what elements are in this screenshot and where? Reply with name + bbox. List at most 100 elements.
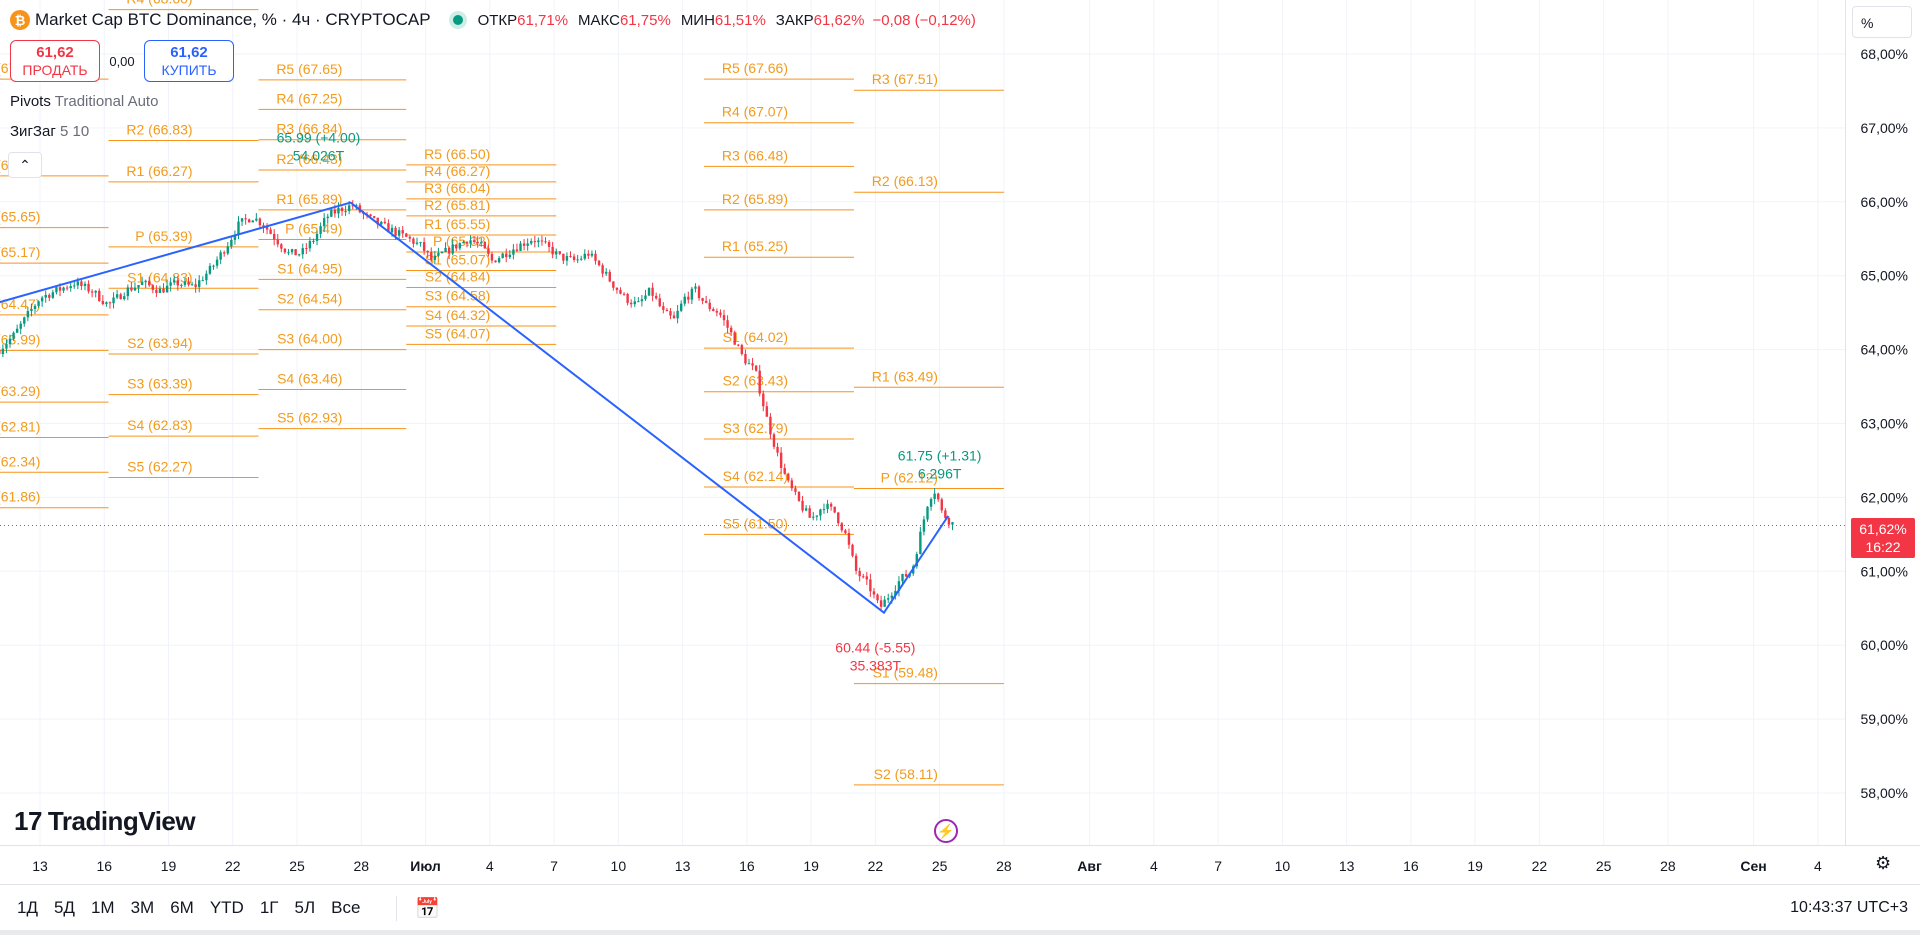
candle-body <box>258 218 262 226</box>
range-5y[interactable]: 5Л <box>294 898 316 917</box>
candle-body <box>887 598 890 600</box>
candle-body <box>297 254 301 256</box>
pivot-level-label: R2 (65.89) <box>722 191 788 207</box>
candle-body <box>797 491 801 501</box>
candle-body <box>562 253 565 261</box>
time-tick-label: 16 <box>1403 858 1419 874</box>
candle-body <box>483 242 487 249</box>
price-tick-label: 59,00% <box>1861 711 1908 727</box>
change-value: −0,08 (−0,12%) <box>872 11 976 29</box>
zigzag-volume-label: 54.026T <box>293 148 345 164</box>
candle-body <box>437 252 440 256</box>
candle-body <box>344 211 347 213</box>
range-3m[interactable]: 3М <box>130 898 155 917</box>
candle-body <box>744 354 747 364</box>
candle-body <box>522 243 526 246</box>
pivot-level-label: R1 (66.27) <box>126 163 192 179</box>
candle-body <box>8 338 12 345</box>
range-1d[interactable]: 1Д <box>17 898 38 917</box>
range-all[interactable]: Все <box>331 898 361 917</box>
candle-body <box>315 233 319 241</box>
pivot-level-label: R2 (66.43) <box>276 151 342 167</box>
candle-body <box>715 310 719 313</box>
pivot-level-label: P (62.12) <box>881 470 938 486</box>
candle-body <box>126 287 130 297</box>
candle-body <box>933 493 936 499</box>
candle-body <box>401 230 404 234</box>
candle-body <box>544 241 547 243</box>
candle-body <box>772 434 776 447</box>
indicator-zigzag[interactable]: ЗигЗаг 5 10 <box>10 123 89 140</box>
price-unit-selector[interactable]: % <box>1852 6 1912 38</box>
pivot-level-label: S5 (64.07) <box>425 325 490 341</box>
ohlc-values: ОТКР 61,71% МАКС 61,75% МИН 61,51% ЗАКР 61,6… <box>478 12 976 29</box>
chevron-up-icon: ⌃ <box>19 156 31 173</box>
pivot-level-label: S4 (64.32) <box>425 307 490 323</box>
calendar-range-icon[interactable]: 📅 <box>396 895 440 921</box>
candle-body <box>430 252 433 260</box>
market-status-icon[interactable] <box>452 15 463 25</box>
candle-body <box>619 289 622 294</box>
range-1m[interactable]: 1М <box>90 898 115 917</box>
pivot-level-label: R2 (66.13) <box>872 173 938 189</box>
candle-body <box>919 531 922 555</box>
pivot-level-label: R4 (67.25) <box>276 90 342 106</box>
candle-body <box>94 290 97 293</box>
candle-body <box>469 240 472 244</box>
time-tick-label: 22 <box>225 858 241 874</box>
range-ytd[interactable]: YTD <box>209 898 244 917</box>
buy-price: 61,62 <box>170 44 208 62</box>
candle-body <box>940 499 943 511</box>
candle-body <box>804 508 808 511</box>
candle-body <box>133 287 137 291</box>
candle-body <box>198 280 201 287</box>
candle-body <box>162 288 165 293</box>
gear-icon[interactable]: ⚙ <box>1875 853 1892 873</box>
high-label: МАКС <box>578 11 620 29</box>
candle-body <box>783 467 786 474</box>
price-axis[interactable]: 68,00% 67,00% 66,00% 65,00% 64,00% 63,00% 62,0… <box>1861 46 1908 801</box>
candle-body <box>837 512 840 524</box>
candle-body <box>683 296 686 304</box>
candle-body <box>833 506 836 513</box>
pivot-level-label: S2 (64.54) <box>277 291 342 307</box>
pivot-level-label: R5 (67.66) <box>722 60 788 76</box>
sell-button[interactable]: 61,62 ПРОДАТЬ <box>10 40 100 82</box>
candle-body <box>580 258 583 260</box>
buy-button[interactable]: 61,62 КУПИТЬ <box>144 40 234 82</box>
price-tick-label: 64,00% <box>1861 342 1908 358</box>
clock-timezone[interactable]: 10:43:37 UTC+3 <box>1790 899 1908 916</box>
candle-body <box>219 252 222 260</box>
candle-body <box>183 281 187 285</box>
candle-body <box>569 256 572 258</box>
indicator-pivots[interactable]: Pivots Traditional Auto <box>10 93 158 110</box>
range-1y[interactable]: 1Г <box>259 898 279 917</box>
open-label: ОТКР <box>477 11 518 29</box>
low-value: 61,51% <box>714 11 766 29</box>
candle-body <box>194 284 197 287</box>
collapse-indicators-button[interactable]: ⌃ <box>8 152 42 178</box>
tradingview-logo[interactable]: 17 TradingView <box>14 806 196 837</box>
lightning-icon[interactable]: ⚡ <box>934 819 958 843</box>
symbol-title[interactable]: Market Cap BTC Dominance, % · 4ч · CRYPT… <box>35 10 431 29</box>
candle-body <box>44 294 47 298</box>
candle-body <box>419 242 422 244</box>
candle-body <box>947 517 951 525</box>
candle-body <box>540 240 544 242</box>
time-tick-label: 19 <box>803 858 819 874</box>
candle-body <box>754 365 758 371</box>
candle-body <box>372 216 376 218</box>
candle-body <box>808 508 811 518</box>
range-5d[interactable]: 5Д <box>53 898 75 917</box>
candle-body <box>280 244 283 249</box>
pivot-level-label: S2 (63.29) <box>0 383 40 399</box>
candle-body <box>301 248 304 255</box>
pivot-level-label: S4 (63.46) <box>277 371 342 387</box>
range-6m[interactable]: 6М <box>170 898 194 917</box>
pivot-level-label: R1 (65.89) <box>276 191 342 207</box>
pivot-level-label: S1 (64.83) <box>127 269 192 285</box>
candle-body <box>883 599 886 607</box>
time-axis[interactable]: 13 16 19 22 25 28 Июл 4 7 10 13 16 19 22 25 28 Авг 4 7 10 13… <box>32 858 1822 874</box>
indicator-args: 5 10 <box>59 123 90 140</box>
